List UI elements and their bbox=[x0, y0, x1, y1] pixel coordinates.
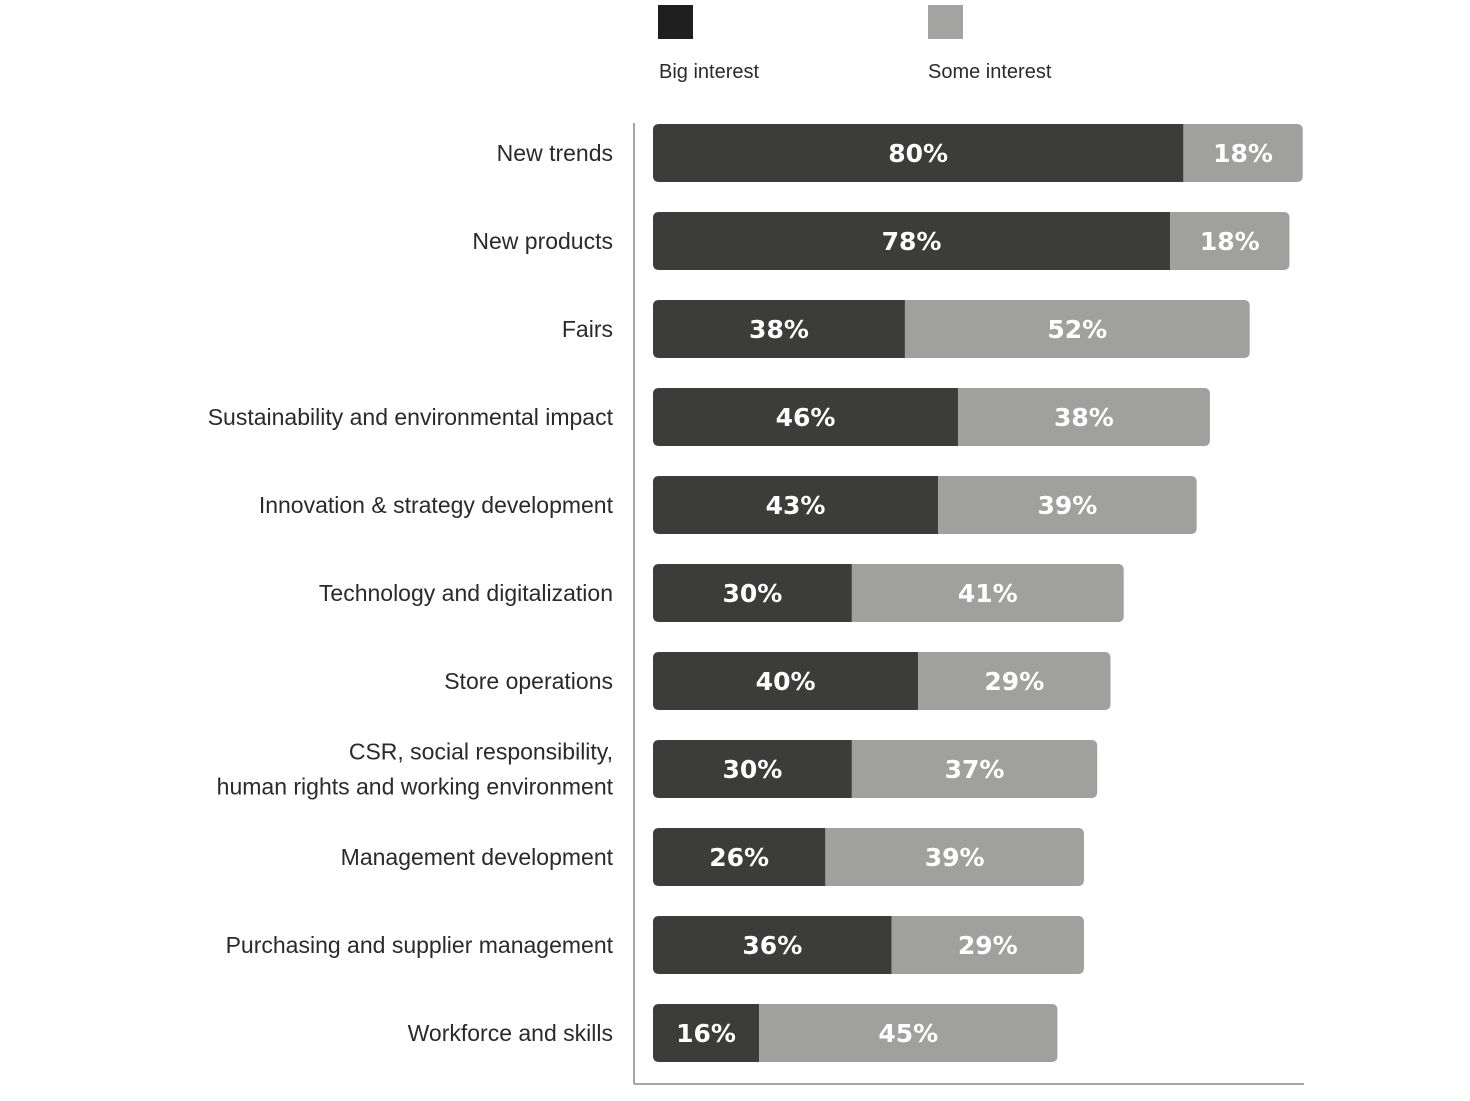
bar-segment-some-interest-new-trends bbox=[1183, 124, 1303, 182]
category-label-management-development: Management development bbox=[341, 844, 614, 870]
legend-label-big-interest: Big interest bbox=[659, 61, 759, 83]
value-label-some-interest-technology-and-digitalization: 41% bbox=[958, 579, 1018, 608]
value-label-some-interest-store-operations: 29% bbox=[984, 667, 1044, 696]
value-label-some-interest-new-products: 18% bbox=[1200, 227, 1260, 256]
legend-swatch-big-interest bbox=[658, 5, 693, 39]
legend-label-some-interest: Some interest bbox=[928, 61, 1052, 83]
legend-swatch-some-interest bbox=[928, 5, 963, 39]
bar-segment-big-interest-new-trends bbox=[653, 124, 1184, 182]
value-label-some-interest-new-trends: 18% bbox=[1213, 139, 1273, 168]
bar-segment-some-interest-new-products bbox=[1170, 212, 1290, 270]
category-label-csr-social-responsibility: CSR, social responsibility, human rights … bbox=[217, 739, 614, 800]
category-label-workforce-and-skills: Workforce and skills bbox=[408, 1020, 613, 1046]
value-label-big-interest-new-products: 78% bbox=[882, 227, 942, 256]
value-label-big-interest-management-development: 26% bbox=[709, 843, 769, 872]
value-label-big-interest-innovation-strategy-development: 43% bbox=[766, 491, 826, 520]
bar-segment-some-interest-csr-social-responsibility bbox=[851, 740, 1098, 798]
value-label-big-interest-purchasing-and-supplier-management: 36% bbox=[742, 931, 802, 960]
category-label-new-products: New products bbox=[472, 228, 613, 254]
value-labels-group: 80% 18% 78% 18% 38% 52% 46% 38% 43% 39% 30% 41% 40% 2… bbox=[676, 139, 1273, 1048]
bar-segment-some-interest-store-operations bbox=[918, 652, 1111, 710]
bar-segment-big-interest-technology-and-digitalization bbox=[653, 564, 852, 622]
value-label-big-interest-fairs: 38% bbox=[749, 315, 809, 344]
chart-legend: Big interest Some interest bbox=[658, 5, 1052, 83]
value-label-some-interest-sustainability-and-environmental-impact: 38% bbox=[1054, 403, 1114, 432]
category-label-new-trends: New trends bbox=[497, 140, 613, 166]
category-labels-group: New trends New products Fairs Sustainabilit… bbox=[208, 140, 614, 1046]
value-label-big-interest-sustainability-and-environmental-impact: 46% bbox=[776, 403, 836, 432]
bar-segment-big-interest-store-operations bbox=[653, 652, 919, 710]
bar-segment-some-interest-workforce-and-skills bbox=[759, 1004, 1058, 1062]
bar-segment-big-interest-new-products bbox=[653, 212, 1171, 270]
value-label-big-interest-store-operations: 40% bbox=[756, 667, 816, 696]
category-label-technology-and-digitalization: Technology and digitalization bbox=[319, 580, 613, 606]
bar-segment-big-interest-csr-social-responsibility bbox=[653, 740, 852, 798]
value-label-big-interest-csr-social-responsibility: 30% bbox=[723, 755, 783, 784]
value-label-some-interest-workforce-and-skills: 45% bbox=[878, 1019, 938, 1048]
value-label-big-interest-technology-and-digitalization: 30% bbox=[723, 579, 783, 608]
value-label-some-interest-innovation-strategy-development: 39% bbox=[1037, 491, 1097, 520]
value-label-some-interest-purchasing-and-supplier-management: 29% bbox=[958, 931, 1018, 960]
bar-segment-some-interest-management-development bbox=[825, 828, 1084, 886]
bar-segment-big-interest-fairs bbox=[653, 300, 905, 358]
bar-segment-big-interest-management-development bbox=[653, 828, 826, 886]
bar-segment-some-interest-technology-and-digitalization bbox=[851, 564, 1124, 622]
category-label-fairs: Fairs bbox=[562, 316, 613, 342]
bar-segment-some-interest-purchasing-and-supplier-management bbox=[891, 916, 1084, 974]
category-label-innovation-strategy-development: Innovation & strategy development bbox=[259, 492, 614, 518]
value-label-some-interest-csr-social-responsibility: 37% bbox=[945, 755, 1005, 784]
category-label-store-operations: Store operations bbox=[444, 668, 613, 694]
bars-group bbox=[653, 124, 1303, 1062]
bar-segment-some-interest-fairs bbox=[904, 300, 1250, 358]
bar-segment-some-interest-innovation-strategy-development bbox=[938, 476, 1197, 534]
bar-segment-big-interest-sustainability-and-environmental-impact bbox=[653, 388, 958, 446]
category-label-sustainability-and-environmental-impact: Sustainability and environmental impact bbox=[208, 404, 614, 430]
value-label-some-interest-fairs: 52% bbox=[1047, 315, 1107, 344]
bar-segment-big-interest-purchasing-and-supplier-management bbox=[653, 916, 892, 974]
bar-segment-big-interest-workforce-and-skills bbox=[653, 1004, 760, 1062]
category-label-purchasing-and-supplier-management: Purchasing and supplier management bbox=[226, 932, 614, 958]
bar-segment-some-interest-sustainability-and-environmental-impact bbox=[957, 388, 1210, 446]
chart-axes bbox=[633, 123, 1304, 1085]
value-label-some-interest-management-development: 39% bbox=[925, 843, 985, 872]
value-label-big-interest-new-trends: 80% bbox=[888, 139, 948, 168]
bar-segment-big-interest-innovation-strategy-development bbox=[653, 476, 939, 534]
value-label-big-interest-workforce-and-skills: 16% bbox=[676, 1019, 736, 1048]
